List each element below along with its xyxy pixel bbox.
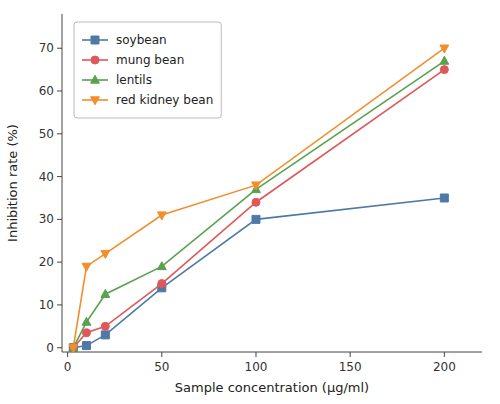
- axes: 0 50 100 150 200 0 10 20 30 40 50 60 70: [39, 14, 482, 374]
- data-point: [101, 250, 110, 258]
- data-point: [157, 262, 166, 270]
- legend-label: soybean: [116, 33, 167, 47]
- series: [69, 56, 449, 351]
- data-point: [82, 263, 91, 271]
- y-tick-label: 40: [39, 170, 54, 184]
- y-tick: [57, 304, 62, 305]
- y-tick: [57, 347, 62, 348]
- legend-marker: [91, 97, 100, 105]
- data-point: [82, 329, 90, 337]
- series-line: [73, 48, 444, 347]
- y-tick-label: 70: [39, 41, 54, 55]
- x-tick: [350, 352, 351, 357]
- y-tick-label: 60: [39, 84, 54, 98]
- legend: soybean mung bean lentils red kidney bean: [74, 22, 221, 118]
- legend-label: red kidney bean: [116, 93, 213, 107]
- series: [69, 194, 448, 352]
- data-point: [157, 212, 166, 220]
- data-point: [440, 45, 449, 53]
- y-tick-label: 0: [46, 341, 54, 355]
- legend-marker: [91, 75, 100, 83]
- chart: 0 50 100 150 200 0 10 20 30 40 50 60 70 Sample concen…: [0, 0, 500, 404]
- data-point: [252, 198, 260, 206]
- y-tick-label: 50: [39, 127, 54, 141]
- data-point: [82, 342, 90, 350]
- y-tick: [57, 219, 62, 220]
- y-tick: [57, 133, 62, 134]
- data-point: [101, 322, 109, 330]
- data-point: [252, 215, 260, 223]
- x-tick-label: 0: [64, 360, 72, 374]
- x-tick-label: 50: [154, 360, 169, 374]
- data-point: [252, 182, 261, 190]
- data-point: [69, 344, 77, 352]
- y-axis-label: Inhibition rate (%): [5, 124, 20, 242]
- data-point: [440, 56, 449, 64]
- series-line: [73, 61, 444, 348]
- y-tick: [57, 48, 62, 49]
- x-tick-label: 200: [433, 360, 456, 374]
- data-point: [440, 194, 448, 202]
- data-point: [101, 331, 109, 339]
- legend-marker: [91, 36, 99, 44]
- data-point: [440, 66, 448, 74]
- y-tick-label: 10: [39, 298, 54, 312]
- data-point: [158, 280, 166, 288]
- y-tick-label: 20: [39, 255, 54, 269]
- legend-label: mung bean: [116, 53, 184, 67]
- x-axis-line: [62, 352, 482, 353]
- legend-marker: [91, 56, 99, 64]
- y-axis-line: [62, 14, 63, 352]
- data-point: [82, 317, 91, 325]
- series-line: [73, 198, 444, 348]
- x-tick: [161, 352, 162, 357]
- x-tick-label: 100: [245, 360, 268, 374]
- legend-box: [74, 22, 221, 118]
- x-tick: [67, 352, 68, 357]
- data-point: [69, 345, 78, 352]
- y-tick: [57, 91, 62, 92]
- y-tick-label: 30: [39, 212, 54, 226]
- legend-label: lentils: [116, 73, 152, 87]
- data-point: [101, 289, 110, 297]
- x-axis-label: Sample concentration (μg/ml): [175, 380, 369, 395]
- x-tick-label: 150: [339, 360, 362, 374]
- data-point: [69, 344, 77, 352]
- x-tick: [255, 352, 256, 357]
- y-tick: [57, 262, 62, 263]
- x-tick: [444, 352, 445, 357]
- y-tick: [57, 176, 62, 177]
